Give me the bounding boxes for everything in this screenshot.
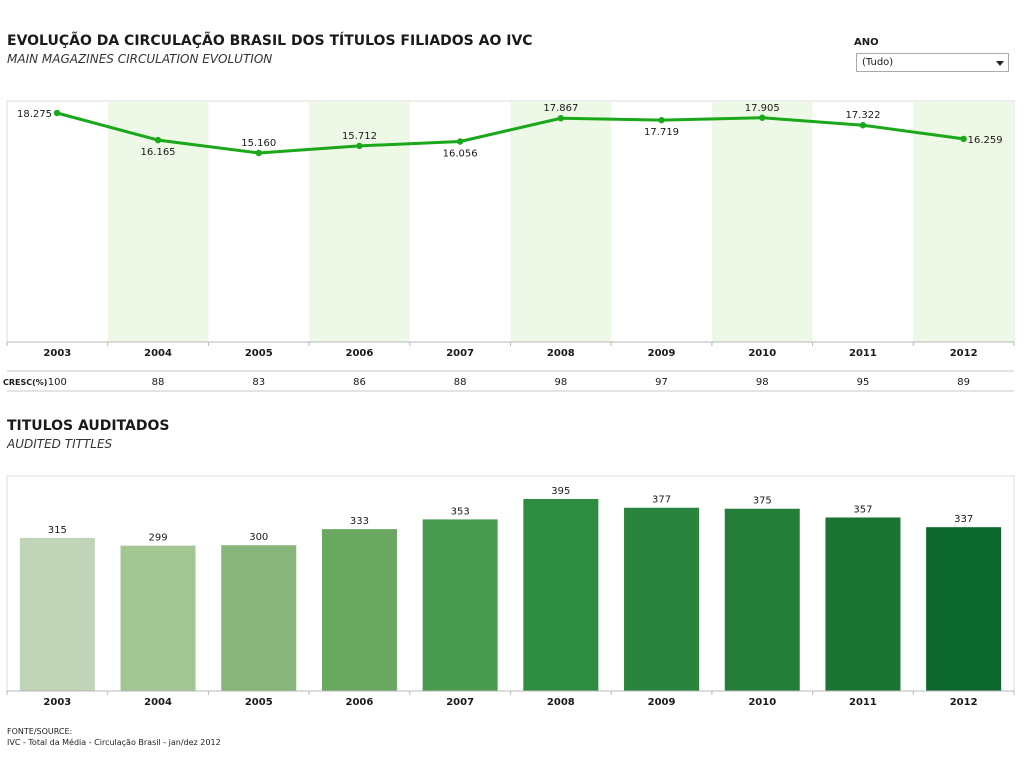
cresc-label: CRESC(%) (3, 378, 47, 387)
x-tick-label: 2005 (245, 697, 273, 708)
chevron-down-icon[interactable] (996, 61, 1004, 66)
data-label: 16.056 (443, 148, 478, 159)
year-filter-select[interactable]: (Tudo) (856, 53, 1009, 72)
bar (19, 537, 95, 691)
data-label: 17.867 (543, 103, 578, 114)
audited-titles-bar-chart: 315 2003 299 2004 300 2005 333 2006 353 2007 395 20… (6, 475, 1015, 708)
x-tick-label: 2008 (547, 697, 575, 708)
cresc-value: 88 (454, 377, 467, 388)
section-title-audited: TITULOS AUDITADOS (7, 418, 170, 434)
x-tick-label: 2005 (245, 348, 273, 359)
cresc-value: 86 (353, 377, 366, 388)
source-label: FONTE/SOURCE: (7, 727, 73, 736)
bar-value-label: 337 (954, 514, 973, 525)
cresc-value: 98 (554, 377, 567, 388)
bar-value-label: 357 (853, 504, 872, 515)
cresc-value: 100 (48, 377, 67, 388)
bar-value-label: 353 (451, 506, 470, 517)
data-point (759, 114, 766, 121)
year-band (510, 102, 612, 342)
circulation-line-chart: 2003 2004 2005 2006 2007 2008 2009 2010 2011 2012… (3, 100, 1015, 392)
data-point (960, 135, 967, 143)
data-point (456, 138, 464, 145)
bar (321, 529, 397, 691)
data-point (53, 109, 61, 117)
data-label: 16.165 (141, 147, 176, 158)
bar-value-label: 395 (551, 486, 570, 497)
data-point (557, 115, 565, 122)
bar-value-label: 377 (652, 495, 671, 506)
x-tick-label: 2004 (144, 697, 172, 708)
data-point (356, 142, 363, 150)
circulation-series-line (56, 111, 964, 155)
cresc-value: 95 (857, 377, 870, 388)
x-tick-label: 2009 (648, 697, 676, 708)
data-point (154, 136, 162, 144)
bar-value-label: 299 (149, 533, 168, 544)
x-tick-label: 2008 (547, 348, 575, 359)
bar-value-label: 333 (350, 516, 369, 527)
bar-value-label: 315 (48, 525, 67, 536)
year-filter-value: (Tudo) (862, 57, 894, 68)
year-filter-label: ANO (854, 37, 879, 48)
bar (926, 527, 1002, 691)
year-band (711, 102, 813, 342)
data-label: 17.905 (745, 103, 780, 114)
bar (825, 517, 901, 691)
x-tick-label: 2003 (43, 697, 71, 708)
x-tick-label: 2009 (648, 348, 676, 359)
cresc-value: 88 (152, 377, 165, 388)
cresc-value: 97 (655, 377, 668, 388)
x-tick-label: 2012 (950, 697, 978, 708)
cresc-value: 89 (957, 377, 970, 388)
x-tick-label: 2006 (346, 697, 374, 708)
data-label: 15.712 (342, 131, 377, 142)
data-point (255, 149, 262, 157)
x-tick-label: 2010 (748, 348, 776, 359)
x-tick-label: 2007 (446, 348, 474, 359)
data-point (658, 116, 665, 124)
data-label: 15.160 (241, 138, 276, 149)
x-tick-label: 2010 (748, 697, 776, 708)
section-subtitle-audited: AUDITED TITTLES (7, 437, 113, 451)
page-subtitle: MAIN MAGAZINES CIRCULATION EVOLUTION (7, 52, 273, 66)
bar (221, 545, 297, 691)
x-tick-label: 2011 (849, 348, 877, 359)
x-tick-label: 2011 (849, 697, 877, 708)
data-label: 17.719 (644, 127, 679, 138)
x-tick-label: 2006 (346, 348, 374, 359)
cresc-value: 83 (252, 377, 265, 388)
data-point (859, 122, 867, 129)
bar-value-label: 300 (249, 532, 268, 543)
cresc-value: 98 (756, 377, 769, 388)
x-tick-label: 2007 (446, 697, 474, 708)
data-label: 18.275 (17, 109, 52, 120)
bar (624, 507, 700, 691)
bar (120, 545, 196, 691)
bar-value-label: 375 (753, 496, 772, 507)
page-title: EVOLUÇÃO DA CIRCULAÇÃO BRASIL DOS TÍTULO… (7, 33, 533, 49)
x-tick-label: 2004 (144, 348, 172, 359)
source-text: IVC - Total da Média - Circulação Brasil… (7, 738, 221, 747)
bar (724, 508, 800, 691)
year-band (309, 102, 410, 342)
data-label: 17.322 (845, 110, 880, 121)
bar (422, 519, 498, 691)
x-tick-label: 2003 (43, 348, 71, 359)
bar (523, 499, 599, 691)
data-label: 16.259 (968, 135, 1003, 146)
x-tick-label: 2012 (950, 348, 978, 359)
